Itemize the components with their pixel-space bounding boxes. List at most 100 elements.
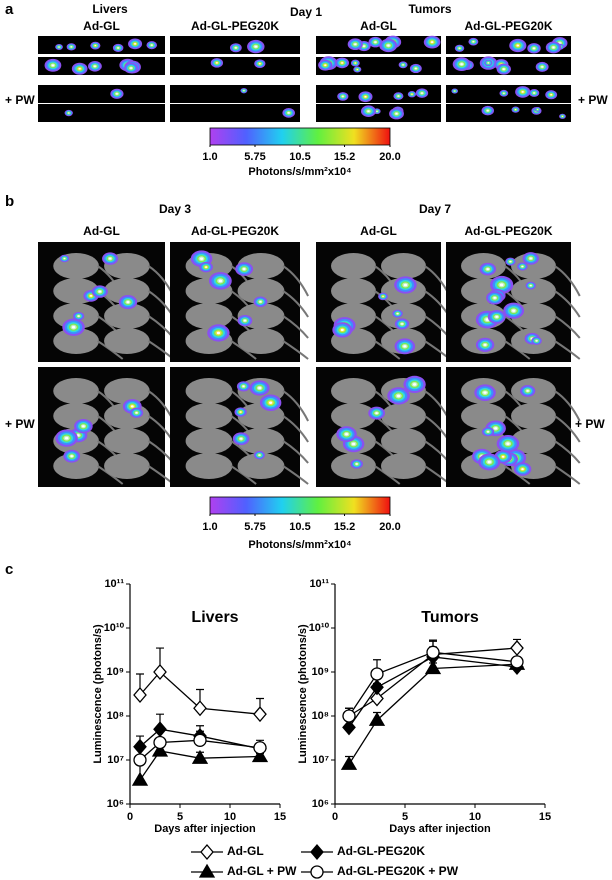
marker bbox=[370, 679, 384, 696]
signal bbox=[150, 44, 153, 46]
y-tick-label: 10⁶ bbox=[107, 798, 124, 810]
signal bbox=[324, 64, 327, 66]
signal bbox=[541, 66, 544, 68]
signal bbox=[81, 425, 85, 428]
signal bbox=[483, 391, 487, 394]
signal bbox=[503, 92, 505, 94]
marker bbox=[151, 742, 169, 757]
signal bbox=[98, 290, 102, 293]
signal bbox=[258, 454, 261, 456]
column-header: Ad-GL bbox=[83, 19, 120, 33]
signal bbox=[402, 64, 404, 66]
column-header: Ad-GL bbox=[360, 19, 397, 33]
marker bbox=[193, 700, 207, 717]
column-header: Ad-GL-PEG20K bbox=[191, 224, 279, 238]
y-tick-label: 10⁹ bbox=[107, 666, 124, 678]
series-line bbox=[348, 663, 518, 765]
mouse-tail bbox=[282, 290, 309, 318]
mouse bbox=[237, 328, 285, 354]
mouse-tail bbox=[282, 440, 309, 464]
signal bbox=[529, 257, 533, 260]
panel-label: c bbox=[5, 561, 13, 578]
colorbar-tick-label: 5.75 bbox=[244, 521, 265, 533]
marker bbox=[191, 749, 209, 764]
signal bbox=[234, 47, 237, 49]
y-tick-label: 10⁹ bbox=[312, 666, 329, 678]
mouse-tail bbox=[230, 340, 257, 360]
signal bbox=[367, 110, 370, 113]
legend-marker bbox=[310, 865, 324, 879]
signal bbox=[506, 442, 510, 446]
signal bbox=[493, 296, 497, 299]
signal bbox=[521, 265, 524, 268]
colorbar bbox=[209, 127, 391, 146]
mouse bbox=[381, 453, 426, 479]
mouse-tail bbox=[282, 390, 309, 422]
signal bbox=[89, 294, 93, 297]
signal bbox=[258, 386, 262, 390]
legend-label: Ad-GL + PW bbox=[227, 864, 297, 878]
marker bbox=[368, 711, 386, 726]
marker bbox=[133, 753, 147, 767]
group-title: Day 3 bbox=[159, 202, 191, 216]
signal bbox=[533, 92, 535, 94]
marker bbox=[340, 755, 358, 770]
series-line bbox=[139, 671, 261, 715]
signal bbox=[512, 309, 516, 312]
image-strip bbox=[446, 104, 571, 122]
legend-label: Ad-GL-PEG20K + PW bbox=[337, 864, 459, 878]
marker bbox=[370, 690, 384, 707]
mouse-tail bbox=[554, 340, 581, 360]
mouse bbox=[185, 428, 233, 454]
signal bbox=[64, 436, 69, 440]
signal bbox=[400, 323, 404, 325]
signal bbox=[243, 90, 245, 92]
marker bbox=[342, 719, 356, 736]
signal bbox=[242, 385, 245, 388]
mouse bbox=[104, 453, 150, 479]
signal bbox=[258, 63, 261, 65]
signal bbox=[514, 109, 517, 111]
signal bbox=[354, 43, 357, 46]
signal bbox=[352, 442, 356, 446]
signal bbox=[494, 427, 498, 430]
signal bbox=[117, 47, 119, 49]
mouse bbox=[237, 428, 285, 454]
colorbar-tick-label: 5.75 bbox=[244, 151, 265, 163]
signal bbox=[58, 46, 60, 48]
signal bbox=[396, 313, 399, 315]
legend-label: Ad-GL-PEG20K bbox=[337, 844, 425, 858]
pw-label: + PW bbox=[575, 417, 605, 431]
y-tick-label: 10⁸ bbox=[312, 710, 329, 722]
signal bbox=[78, 67, 81, 70]
signal bbox=[239, 411, 242, 413]
mouse bbox=[104, 303, 150, 329]
signal bbox=[499, 283, 504, 287]
signal bbox=[130, 67, 133, 69]
signal bbox=[374, 41, 377, 43]
y-tick-label: 10¹¹ bbox=[104, 578, 124, 590]
signal bbox=[254, 45, 258, 48]
signal bbox=[460, 63, 464, 66]
signal bbox=[395, 112, 398, 115]
y-tick-label: 10¹¹ bbox=[309, 578, 329, 590]
signal bbox=[71, 325, 76, 329]
mouse-tail bbox=[282, 340, 309, 360]
signal bbox=[486, 268, 490, 271]
signal bbox=[269, 401, 273, 404]
x-tick-label: 0 bbox=[127, 811, 133, 823]
marker bbox=[133, 687, 147, 704]
signal bbox=[521, 468, 524, 471]
marker bbox=[510, 640, 524, 657]
marker bbox=[131, 771, 149, 786]
signal bbox=[533, 47, 536, 50]
signal bbox=[94, 45, 97, 47]
signal bbox=[487, 62, 489, 64]
mouse bbox=[381, 428, 426, 454]
marker bbox=[426, 645, 440, 659]
marker bbox=[153, 721, 167, 738]
signal bbox=[356, 69, 358, 70]
mouse-tail bbox=[554, 265, 581, 297]
pw-label: + PW bbox=[5, 417, 35, 431]
